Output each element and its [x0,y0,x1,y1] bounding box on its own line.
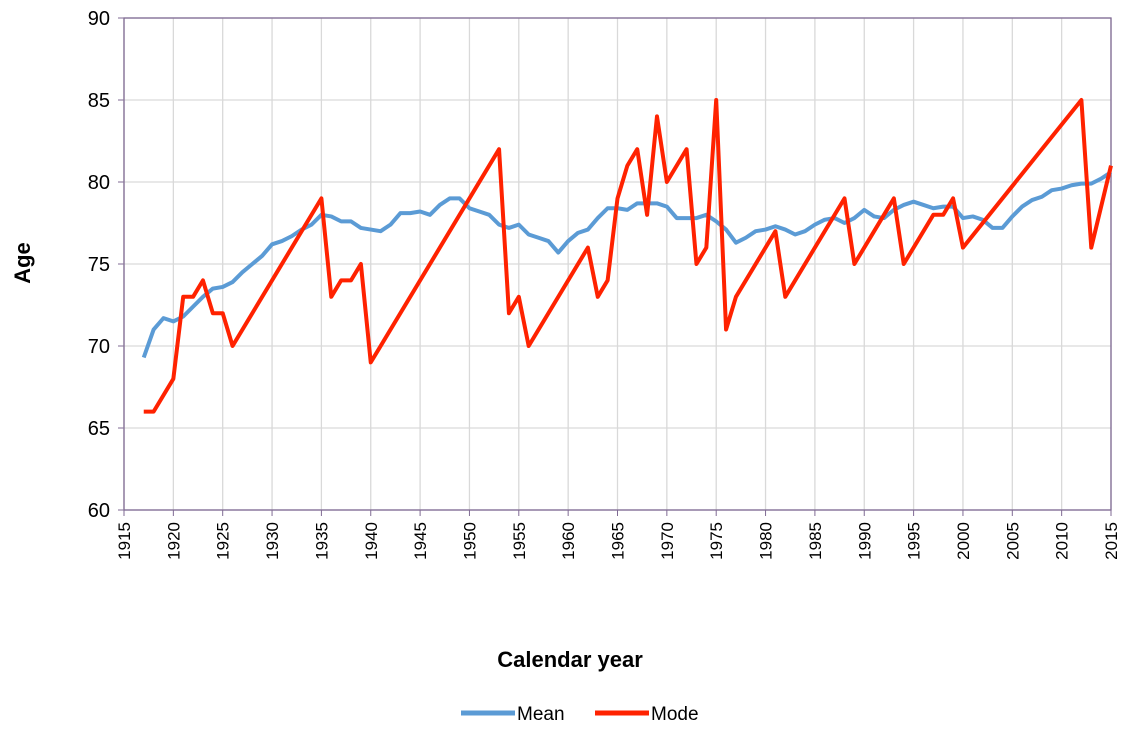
line-series [141,170,1113,359]
plot-border [123,17,1112,511]
x-axis-label: Calendar year [497,647,643,672]
x-tick-label: 1970 [658,522,677,560]
x-tick-label: 2005 [1003,522,1022,560]
x-tick-label: 2000 [954,522,973,560]
y-axis-label: Age [10,242,35,284]
x-tick-label: 1980 [757,522,776,560]
x-tick-label: 1930 [263,522,282,560]
x-tick-label: 1920 [164,522,183,560]
x-tick-label: 1960 [559,522,578,560]
legend-label: Mean [517,704,565,725]
x-tick-label: 1915 [115,522,134,560]
x-tick-label: 1995 [905,522,924,560]
x-tick-label: 1940 [362,522,381,560]
x-tick-label: 1990 [855,522,874,560]
y-tick-label: 75 [88,254,110,276]
y-tick-label: 90 [88,8,110,30]
x-tick-label: 1985 [806,522,825,560]
y-tick-label: 60 [88,500,110,522]
x-tick-label: 1945 [411,522,430,560]
x-tick-label: 1950 [460,522,479,560]
x-tick-label: 2015 [1102,522,1121,560]
y-tick-label: 80 [88,172,110,194]
x-tick-label: 1975 [707,522,726,560]
x-tick-label: 2010 [1053,522,1072,560]
x-tick-label: 1955 [510,522,529,560]
x-tick-label: 1935 [312,522,331,560]
legend-label: Mode [651,704,699,725]
x-tick-label: 1965 [609,522,628,560]
y-tick-label: 85 [88,90,110,112]
y-tick-label: 70 [88,336,110,358]
y-tick-label: 65 [88,418,110,440]
line-series [143,98,1113,414]
x-tick-label: 1925 [214,522,233,560]
